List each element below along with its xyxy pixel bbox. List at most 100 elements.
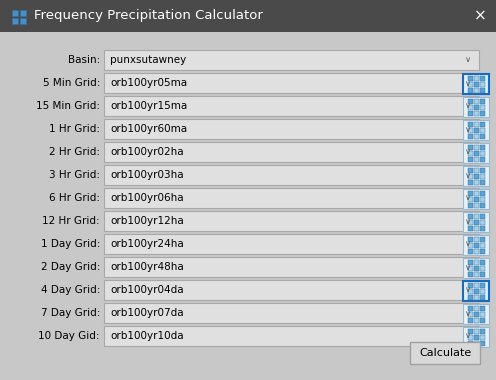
Bar	[468, 150, 473, 155]
Bar	[468, 340, 473, 345]
Bar	[468, 168, 473, 173]
Text: orb100yr24ha: orb100yr24ha	[110, 239, 184, 249]
Text: Calculate: Calculate	[419, 348, 471, 358]
Bar	[480, 144, 485, 149]
Bar	[468, 294, 473, 299]
Bar	[468, 318, 473, 323]
Bar	[468, 133, 473, 138]
Bar	[463, 74, 489, 94]
Bar	[480, 150, 485, 155]
Bar	[480, 288, 485, 293]
Bar	[463, 258, 489, 278]
Text: 12 Hr Grid:: 12 Hr Grid:	[42, 216, 100, 226]
Bar	[468, 271, 473, 277]
Text: 2 Hr Grid:: 2 Hr Grid:	[49, 147, 100, 157]
Bar	[104, 234, 479, 254]
Bar	[463, 235, 489, 255]
Bar	[474, 288, 479, 293]
Bar	[468, 236, 473, 242]
Text: ∨: ∨	[465, 79, 471, 87]
Text: orb100yr03ha: orb100yr03ha	[110, 170, 184, 180]
Bar	[468, 81, 473, 87]
Bar	[104, 73, 479, 93]
Bar	[463, 327, 489, 347]
Bar	[468, 203, 473, 207]
Text: ∨: ∨	[465, 331, 471, 340]
Bar	[468, 196, 473, 201]
Bar	[468, 312, 473, 317]
Bar	[480, 179, 485, 185]
Bar	[468, 179, 473, 185]
Bar	[474, 128, 479, 133]
Bar	[480, 87, 485, 92]
Bar	[468, 122, 473, 127]
Bar	[480, 318, 485, 323]
Text: 7 Day Grid:: 7 Day Grid:	[41, 308, 100, 318]
Bar	[104, 50, 479, 70]
Bar	[474, 294, 479, 299]
Text: orb100yr10da: orb100yr10da	[110, 331, 184, 341]
Bar	[480, 203, 485, 207]
Bar	[468, 87, 473, 92]
Bar	[480, 236, 485, 242]
Bar	[480, 98, 485, 103]
Text: ∨: ∨	[465, 55, 471, 65]
Bar	[468, 306, 473, 310]
Text: ∨: ∨	[465, 193, 471, 203]
Text: ∨: ∨	[465, 239, 471, 249]
Bar	[468, 76, 473, 81]
Bar	[480, 328, 485, 334]
Bar	[480, 242, 485, 247]
Bar	[474, 87, 479, 92]
Text: ∨: ∨	[465, 125, 471, 133]
Text: orb100yr05ma: orb100yr05ma	[110, 78, 187, 88]
Text: orb100yr04da: orb100yr04da	[110, 285, 184, 295]
Bar	[474, 214, 479, 218]
Bar	[468, 288, 473, 293]
Bar	[474, 271, 479, 277]
Bar	[480, 81, 485, 87]
Text: 4 Day Grid:: 4 Day Grid:	[41, 285, 100, 295]
Bar	[480, 340, 485, 345]
Bar	[20, 18, 26, 24]
Text: 15 Min Grid:: 15 Min Grid:	[36, 101, 100, 111]
Bar	[480, 76, 485, 81]
Bar	[104, 326, 479, 346]
Text: ×: ×	[474, 8, 487, 24]
Bar	[474, 306, 479, 310]
Bar	[480, 271, 485, 277]
Bar	[474, 81, 479, 87]
Bar	[474, 312, 479, 317]
Text: orb100yr60ma: orb100yr60ma	[110, 124, 187, 134]
Bar	[480, 105, 485, 109]
Text: orb100yr15ma: orb100yr15ma	[110, 101, 187, 111]
Bar	[468, 111, 473, 116]
Bar	[20, 10, 26, 16]
Bar	[468, 328, 473, 334]
Bar	[463, 189, 489, 209]
Text: Basin:: Basin:	[68, 55, 100, 65]
Bar	[474, 196, 479, 201]
Bar	[480, 249, 485, 253]
Bar	[468, 249, 473, 253]
Bar	[480, 133, 485, 138]
Bar	[468, 225, 473, 231]
Bar	[12, 10, 18, 16]
Bar	[480, 196, 485, 201]
Bar	[104, 211, 479, 231]
Text: Frequency Precipitation Calculator: Frequency Precipitation Calculator	[34, 10, 263, 22]
Bar	[468, 334, 473, 339]
Bar	[474, 133, 479, 138]
Text: ∨: ∨	[465, 285, 471, 294]
Text: orb100yr12ha: orb100yr12ha	[110, 216, 184, 226]
Bar	[480, 111, 485, 116]
Bar	[474, 260, 479, 264]
Bar	[474, 122, 479, 127]
Bar	[480, 282, 485, 288]
Bar	[480, 128, 485, 133]
Text: 5 Min Grid:: 5 Min Grid:	[43, 78, 100, 88]
Text: ∨: ∨	[465, 101, 471, 111]
Text: orb100yr02ha: orb100yr02ha	[110, 147, 184, 157]
Bar	[474, 150, 479, 155]
Bar	[463, 97, 489, 117]
